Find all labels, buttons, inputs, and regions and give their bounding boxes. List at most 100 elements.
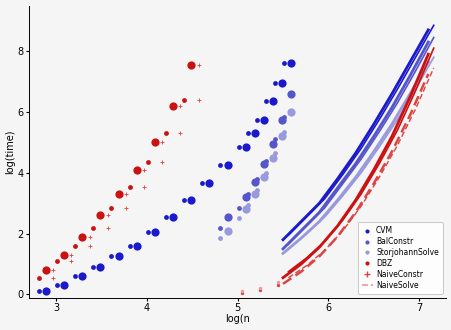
Point <box>235 205 242 211</box>
Point <box>122 205 129 211</box>
Point <box>274 280 281 285</box>
Point <box>104 213 111 218</box>
Point <box>42 289 50 294</box>
Point <box>242 194 249 200</box>
Point <box>35 275 42 280</box>
Point <box>194 97 202 103</box>
Point <box>144 229 151 235</box>
Point <box>162 214 169 219</box>
Point <box>140 184 147 189</box>
Point <box>238 289 245 294</box>
Point <box>50 275 57 280</box>
Point <box>140 167 147 172</box>
Point <box>68 258 75 264</box>
Point <box>242 207 249 212</box>
Point <box>187 198 194 203</box>
Point <box>71 274 78 279</box>
Point <box>42 268 50 273</box>
Point <box>278 134 285 139</box>
Point <box>216 225 223 230</box>
Point <box>151 229 158 235</box>
Point <box>287 61 294 66</box>
Point <box>269 99 276 104</box>
Point <box>86 234 93 239</box>
Point <box>235 144 242 149</box>
Point <box>216 163 223 168</box>
Point <box>187 62 194 68</box>
Point <box>60 252 68 257</box>
Point <box>68 252 75 257</box>
Point <box>216 236 223 241</box>
Point <box>126 243 133 248</box>
Point <box>235 216 242 221</box>
Point <box>251 179 258 184</box>
Point <box>238 290 245 296</box>
Point <box>158 140 166 145</box>
Point <box>251 191 258 197</box>
Point <box>244 202 251 207</box>
Point <box>280 129 287 134</box>
Point <box>280 61 287 66</box>
Point <box>71 243 78 248</box>
Point <box>194 62 202 68</box>
Point <box>262 99 269 104</box>
Y-axis label: log(time): log(time) <box>5 129 15 174</box>
Point <box>35 289 42 294</box>
Point <box>262 158 269 163</box>
Point <box>269 155 276 160</box>
Point <box>224 228 231 233</box>
Point <box>251 131 258 136</box>
Point <box>244 131 251 136</box>
X-axis label: log(n: log(n <box>225 314 249 324</box>
Point <box>244 191 251 197</box>
Point <box>180 97 187 103</box>
Point <box>107 254 115 259</box>
Point <box>176 131 184 136</box>
Point <box>133 167 140 172</box>
Point <box>144 159 151 165</box>
Point <box>180 198 187 203</box>
Point <box>256 286 263 291</box>
Point <box>89 264 97 270</box>
Point <box>278 81 285 86</box>
Point <box>253 187 260 192</box>
Point <box>269 141 276 147</box>
Point <box>271 150 278 156</box>
Point <box>262 170 269 176</box>
Point <box>242 144 249 149</box>
Point <box>198 181 205 186</box>
Point <box>107 205 115 211</box>
Point <box>271 81 278 86</box>
Point <box>115 191 122 197</box>
Point <box>122 191 129 197</box>
Point <box>151 140 158 145</box>
Point <box>78 234 86 239</box>
Point <box>256 287 263 292</box>
Point <box>158 159 166 165</box>
Point <box>60 283 68 288</box>
Point <box>53 258 60 264</box>
Point <box>271 137 278 142</box>
Point <box>162 131 169 136</box>
Point <box>287 91 294 96</box>
Point <box>205 181 212 186</box>
Point <box>89 225 97 230</box>
Point <box>50 268 57 273</box>
Point <box>169 103 176 109</box>
Legend: CVM, BalConstr, StorjohannSolve, DBZ, NaiveConstr, NaiveSolve: CVM, BalConstr, StorjohannSolve, DBZ, Na… <box>357 222 442 294</box>
Point <box>115 254 122 259</box>
Point <box>169 214 176 219</box>
Point <box>260 175 267 180</box>
Point <box>253 176 260 182</box>
Point <box>53 283 60 288</box>
Point <box>280 114 287 119</box>
Point <box>260 161 267 166</box>
Point <box>97 264 104 270</box>
Point <box>104 225 111 230</box>
Point <box>133 243 140 248</box>
Point <box>287 109 294 115</box>
Point <box>274 283 281 288</box>
Point <box>86 243 93 248</box>
Point <box>224 214 231 219</box>
Point <box>278 117 285 122</box>
